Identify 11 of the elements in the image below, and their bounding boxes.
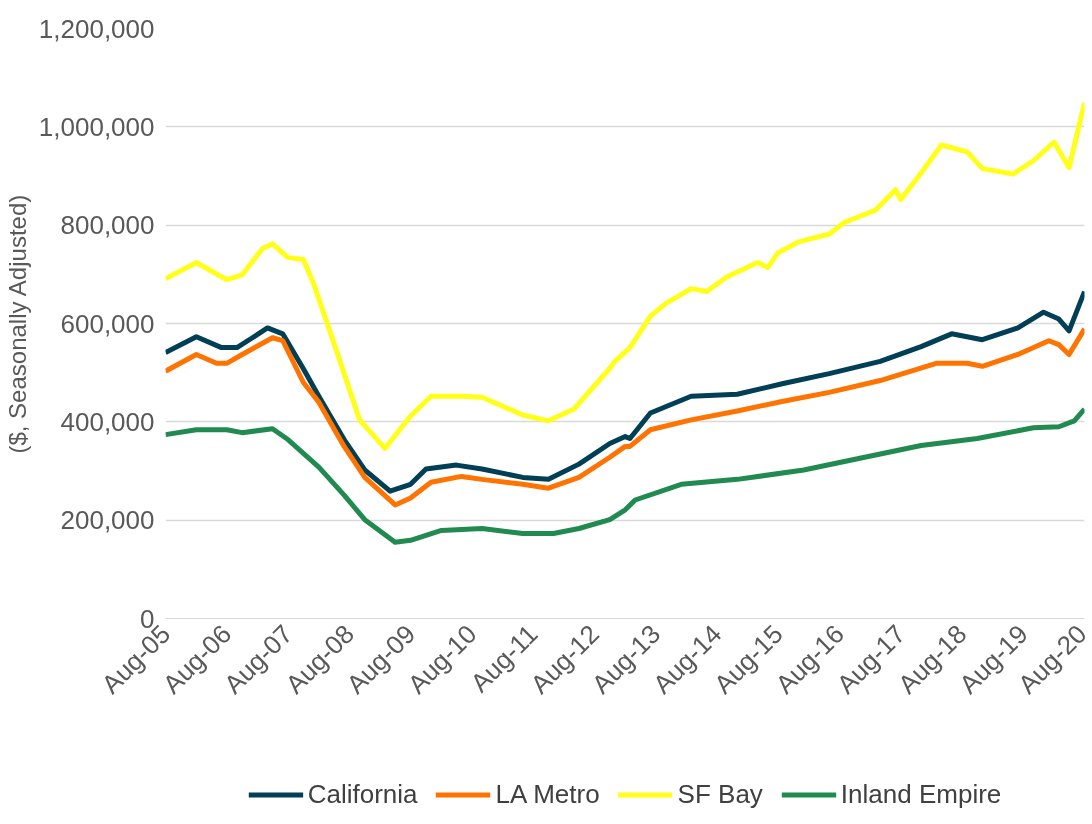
y-tick-label: 600,000 <box>60 308 155 339</box>
y-axis-title: ($, Seasonally Adjusted) <box>3 194 31 454</box>
legend-label: SF Bay <box>677 778 763 810</box>
y-tick-label: 1,000,000 <box>38 111 155 142</box>
y-tick-label: 800,000 <box>60 210 155 241</box>
y-tick-label: 400,000 <box>60 406 155 437</box>
legend-label: California <box>307 778 418 810</box>
y-tick-label: 200,000 <box>60 505 155 536</box>
legend-label: LA Metro <box>495 778 600 810</box>
legend-label: Inland Empire <box>840 778 1002 810</box>
y-tick-label: 1,200,000 <box>38 13 155 44</box>
